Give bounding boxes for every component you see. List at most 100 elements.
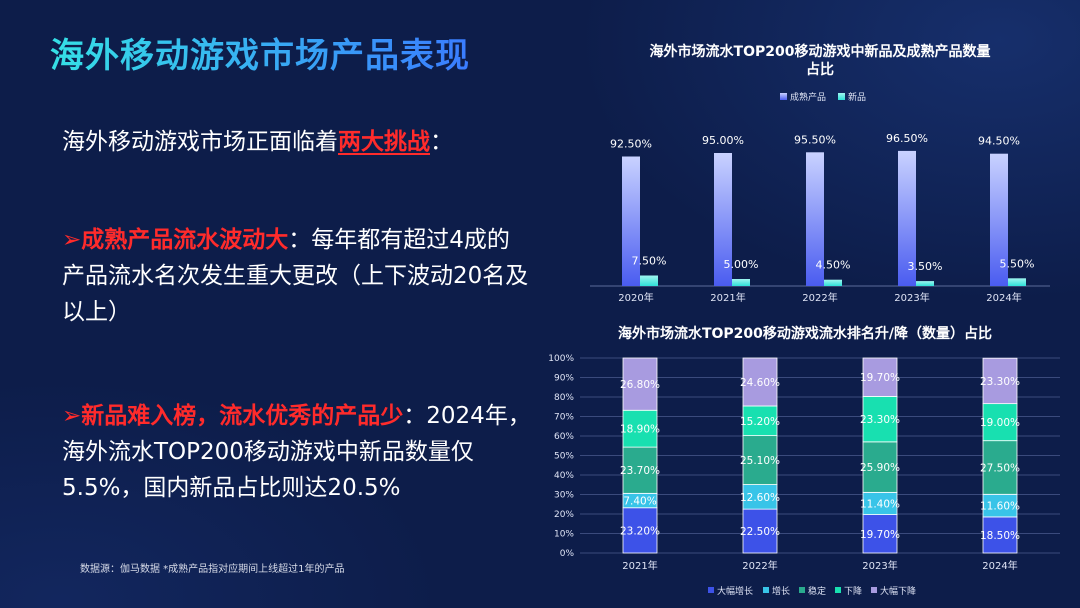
chart2-label-2-1: 25.10% xyxy=(740,455,780,467)
chart1-label-mature-1: 95.00% xyxy=(702,134,744,147)
chart2-label-4-0: 26.80% xyxy=(620,379,660,391)
chart1-bar-new-2 xyxy=(824,279,842,286)
chart2-segment-4-0 xyxy=(622,357,658,411)
chart2-label-3-2: 23.30% xyxy=(860,414,900,426)
chart2-segment-0-2 xyxy=(862,514,898,554)
chart2-segment-4-3 xyxy=(982,357,1018,405)
chart2-category-0: 2021年 xyxy=(622,559,657,572)
chart2-label-0-0: 23.20% xyxy=(620,525,660,537)
chart1-bar-new-1 xyxy=(732,279,750,286)
chart2-legend-swatch-3 xyxy=(835,587,841,593)
chart1-legend-swatch-0 xyxy=(780,93,787,100)
chart2-label-3-1: 15.20% xyxy=(740,416,780,428)
chart2-title: 海外市场流水TOP200移动游戏流水排名升/降（数量）占比 xyxy=(618,325,992,342)
chart2-ytick-5: 50% xyxy=(554,452,574,462)
chart2-ytick-2: 20% xyxy=(554,510,574,520)
point1-marker-icon: ➢ xyxy=(62,227,82,253)
point-mature-products: ➢成熟产品流水波动大：每年都有超过4成的产品流水名次发生重大更改（上下波动20名… xyxy=(62,222,532,330)
chart2-segment-4-2 xyxy=(862,357,898,397)
chart2-category-3: 2024年 xyxy=(982,559,1017,572)
chart2-label-0-2: 19.70% xyxy=(860,529,900,541)
chart1-legend-label-0: 成熟产品 xyxy=(790,91,826,103)
point1-bold: 成熟产品流水波动大 xyxy=(81,227,289,253)
chart1-bar-new-4 xyxy=(1008,278,1026,286)
chart2-legend-swatch-2 xyxy=(799,587,805,593)
chart2-ytick-6: 60% xyxy=(554,432,574,442)
chart2-segment-2-0 xyxy=(622,446,658,494)
rank-change-stacked-chart: 海外市场流水TOP200移动游戏流水排名升/降（数量）占比 0% 10% 20% 30%… xyxy=(548,325,1060,597)
chart2-ytick-9: 90% xyxy=(554,374,574,384)
chart1-category-2: 2022年 xyxy=(802,291,837,304)
chart1-category-1: 2021年 xyxy=(710,291,745,304)
point2-text: ：2024年，海外流水TOP200移动游戏中新品数量仅5.5%，国内新品占比则达… xyxy=(62,403,531,501)
chart2-legend-swatch-4 xyxy=(871,587,877,593)
chart1-label-mature-0: 92.50% xyxy=(610,138,652,151)
page-title: 海外移动游戏市场产品表现 xyxy=(50,28,470,77)
chart2-ytick-0: 0% xyxy=(560,549,575,559)
chart2-segment-3-2 xyxy=(862,396,898,443)
chart2-ytick-10: 100% xyxy=(548,354,574,364)
point1-text: ：每年都有超过4成的产品流水名次发生重大更改（上下波动20名及以上） xyxy=(62,227,529,325)
chart1-label-new-1: 5.00% xyxy=(724,258,759,271)
chart1-legend-label-1: 新品 xyxy=(848,91,866,103)
chart2-segment-0-3 xyxy=(982,516,1018,554)
chart2-label-3-3: 19.00% xyxy=(980,417,1020,429)
chart1-bar-mature-3 xyxy=(898,150,916,286)
chart2-segment-1-1 xyxy=(742,484,778,510)
chart2-legend-label-3: 下降 xyxy=(844,585,862,597)
chart2-label-2-3: 27.50% xyxy=(980,462,1020,474)
chart2-label-1-0: 7.40% xyxy=(623,496,656,508)
chart1-label-mature-3: 96.50% xyxy=(886,132,928,145)
chart1-title-line1: 海外市场流水TOP200移动游戏中新品及成熟产品数量 xyxy=(650,43,991,60)
data-source-note: 数据源：伽马数据 *成熟产品指对应期间上线超过1年的产品 xyxy=(80,564,345,575)
point2-marker-icon: ➢ xyxy=(62,403,82,429)
chart2-segment-3-0 xyxy=(622,409,658,448)
chart2-ytick-1: 10% xyxy=(554,530,574,540)
chart2-label-4-1: 24.60% xyxy=(740,377,780,389)
chart2-label-4-2: 19.70% xyxy=(860,372,900,384)
chart2-legend-swatch-0 xyxy=(708,587,714,593)
chart1-category-0: 2020年 xyxy=(618,291,653,304)
chart2-segment-3-1 xyxy=(742,405,778,437)
chart1-legend-swatch-1 xyxy=(838,93,845,100)
chart2-legend-label-2: 稳定 xyxy=(808,585,826,597)
point2-bold: 新品难入榜，流水优秀的产品少 xyxy=(81,403,404,429)
chart1-category-4: 2024年 xyxy=(986,291,1021,304)
chart1-category-3: 2023年 xyxy=(894,291,929,304)
chart1-bar-mature-1 xyxy=(714,153,732,286)
chart2-segment-2-3 xyxy=(982,440,1018,495)
chart1-label-new-0: 7.50% xyxy=(632,255,667,268)
chart1-bar-mature-4 xyxy=(990,153,1008,286)
chart1-bar-new-0 xyxy=(640,275,658,286)
chart2-ytick-7: 70% xyxy=(554,413,574,423)
chart2-label-1-1: 12.60% xyxy=(740,492,780,504)
chart2-label-4-3: 23.30% xyxy=(980,376,1020,388)
chart2-category-2: 2023年 xyxy=(862,559,897,572)
chart2-legend-label-4: 大幅下降 xyxy=(880,585,916,597)
chart1-label-new-3: 3.50% xyxy=(908,260,943,273)
intro-highlight: 两大挑战 xyxy=(338,129,430,155)
chart1-bar-mature-0 xyxy=(622,156,640,286)
chart2-label-0-3: 18.50% xyxy=(980,530,1020,542)
chart2-label-1-3: 11.60% xyxy=(980,501,1020,513)
chart2-legend-label-0: 大幅增长 xyxy=(717,585,753,597)
chart2-ytick-8: 80% xyxy=(554,393,574,403)
chart2-legend-swatch-1 xyxy=(763,587,769,593)
chart1-bar-new-3 xyxy=(916,281,934,286)
intro-prefix: 海外移动游戏市场正面临着 xyxy=(62,129,338,155)
chart2-ytick-3: 30% xyxy=(554,491,574,501)
chart2-legend-label-1: 增长 xyxy=(772,585,790,597)
chart2-label-2-2: 25.90% xyxy=(860,462,900,474)
chart2-label-2-0: 23.70% xyxy=(620,465,660,477)
chart1-label-new-4: 5.50% xyxy=(1000,257,1035,270)
chart1-label-new-2: 4.50% xyxy=(816,259,851,272)
point-new-products: ➢新品难入榜，流水优秀的产品少：2024年，海外流水TOP200移动游戏中新品数… xyxy=(62,398,532,506)
chart2-label-0-1: 22.50% xyxy=(740,526,780,538)
chart2-label-3-0: 18.90% xyxy=(620,424,660,436)
chart2-segment-0-1 xyxy=(742,508,778,554)
intro-suffix: ： xyxy=(430,129,453,155)
chart1-label-mature-2: 95.50% xyxy=(794,133,836,146)
chart2-label-1-2: 11.40% xyxy=(860,498,900,510)
